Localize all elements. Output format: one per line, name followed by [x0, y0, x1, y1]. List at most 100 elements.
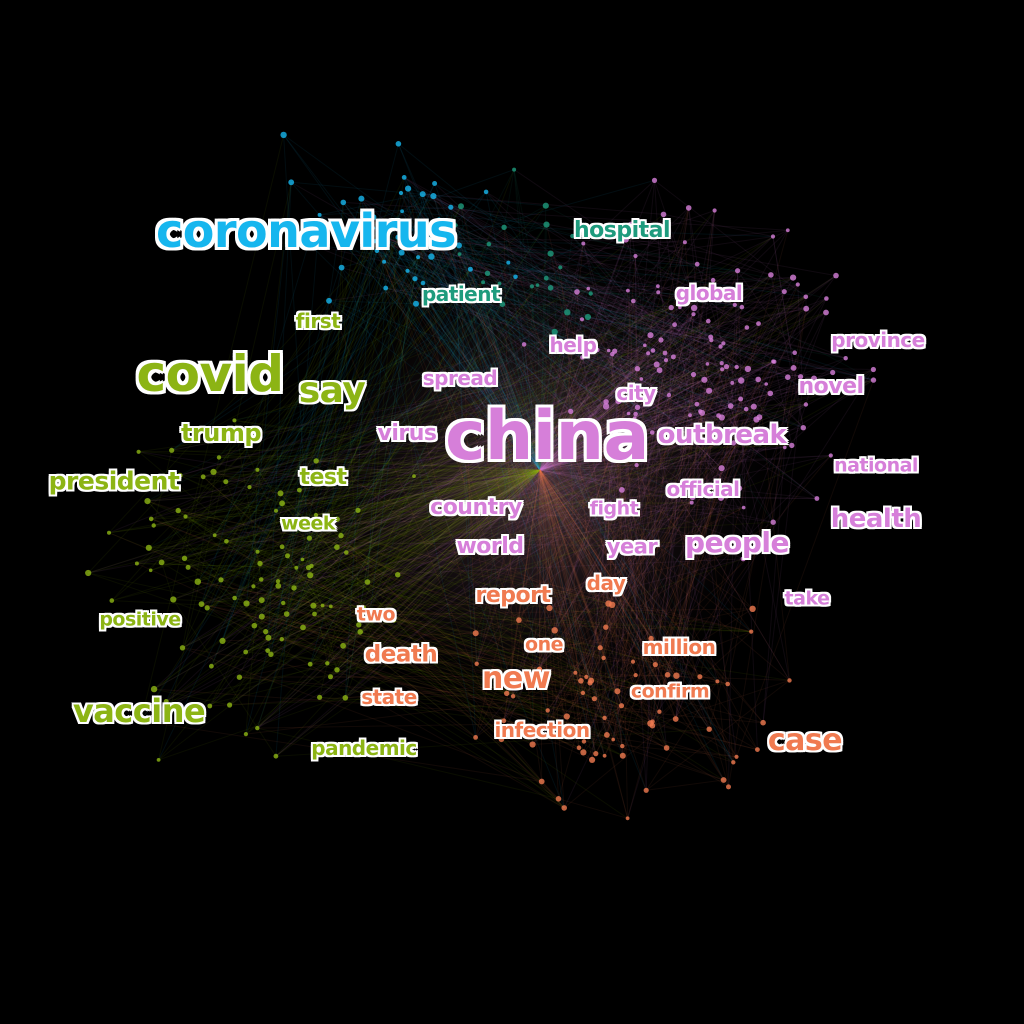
network-edge: [372, 227, 509, 264]
word-national[interactable]: national: [834, 454, 918, 477]
network-edge: [136, 563, 533, 745]
network-node: [739, 304, 745, 310]
network-edge: [210, 237, 399, 667]
network-node: [546, 723, 552, 729]
word-novel[interactable]: novel: [798, 374, 864, 399]
network-edge: [539, 400, 619, 471]
network-edge: [545, 205, 874, 381]
network-node: [741, 505, 746, 510]
word-health[interactable]: health: [830, 504, 922, 534]
network-edge: [696, 403, 818, 499]
word-hospital[interactable]: hospital: [573, 218, 671, 243]
network-edge: [539, 334, 651, 471]
word-infection[interactable]: infection: [494, 718, 590, 742]
word-country[interactable]: country: [430, 495, 522, 520]
network-edge: [666, 695, 677, 720]
network-edge: [539, 368, 749, 471]
word-spread[interactable]: spread: [422, 366, 498, 390]
network-edge: [539, 469, 550, 727]
word-first[interactable]: first: [295, 309, 341, 333]
network-edge: [458, 245, 608, 736]
word-week[interactable]: week: [281, 512, 335, 535]
word-year[interactable]: year: [606, 534, 658, 559]
network-edge: [257, 427, 804, 729]
network-edge: [604, 705, 622, 719]
word-official[interactable]: official: [666, 477, 740, 501]
word-say[interactable]: say: [298, 370, 366, 411]
word-fight[interactable]: fight: [589, 497, 639, 520]
network-edge: [487, 272, 743, 436]
word-report[interactable]: report: [475, 583, 552, 608]
network-edge: [679, 307, 793, 446]
network-edge: [296, 241, 376, 520]
word-death[interactable]: death: [364, 641, 438, 668]
network-edge: [429, 238, 541, 471]
network-edge: [286, 288, 589, 615]
word-people[interactable]: people: [685, 526, 789, 559]
word-confirm[interactable]: confirm: [630, 680, 710, 703]
word-case[interactable]: case: [767, 723, 843, 758]
network-edge: [539, 236, 573, 471]
word-new[interactable]: new: [482, 661, 550, 696]
word-coronavirus[interactable]: coronavirus: [155, 204, 457, 258]
network-edge: [502, 303, 807, 310]
network-edge: [539, 361, 775, 471]
network-edge: [600, 647, 728, 685]
network-edge: [336, 266, 561, 520]
word-help[interactable]: help: [549, 333, 597, 357]
word-city[interactable]: city: [616, 381, 656, 405]
network-edge: [298, 226, 395, 491]
network-edge: [539, 408, 747, 471]
network-edge: [108, 532, 548, 711]
network-node: [720, 367, 725, 372]
network-node: [428, 253, 435, 260]
word-million[interactable]: million: [642, 635, 716, 659]
word-virus[interactable]: virus: [377, 421, 438, 446]
word-global[interactable]: global: [675, 281, 743, 305]
network-edge: [401, 210, 500, 284]
network-edge: [539, 469, 677, 720]
word-take[interactable]: take: [784, 587, 830, 610]
network-edge: [201, 603, 272, 655]
network-edge: [340, 177, 405, 536]
network-node: [730, 380, 735, 385]
word-trump[interactable]: trump: [180, 419, 262, 447]
network-edge: [256, 270, 408, 729]
network-edge: [313, 605, 665, 692]
network-node: [824, 296, 829, 301]
word-day[interactable]: day: [586, 571, 626, 595]
word-vaccine[interactable]: vaccine: [72, 692, 206, 730]
network-edge: [313, 469, 541, 607]
word-two[interactable]: two: [356, 603, 396, 626]
network-edge: [587, 288, 729, 788]
word-china[interactable]: china: [445, 397, 649, 476]
network-edge: [459, 253, 737, 368]
network-edge: [331, 169, 515, 525]
network-node: [589, 756, 596, 764]
word-outbreak[interactable]: outbreak: [657, 420, 787, 450]
network-edge: [363, 469, 541, 609]
network-edge: [158, 651, 247, 761]
network-node: [258, 597, 265, 604]
word-one[interactable]: one: [525, 633, 563, 656]
word-positive[interactable]: positive: [99, 608, 181, 631]
word-patient[interactable]: patient: [421, 282, 501, 306]
network-edge: [539, 336, 712, 471]
network-node: [365, 236, 371, 242]
network-edge: [369, 194, 424, 615]
network-edge: [470, 295, 543, 782]
network-edge: [309, 469, 541, 665]
network-edge: [539, 417, 635, 471]
word-president[interactable]: president: [48, 466, 180, 496]
word-pandemic[interactable]: pandemic: [311, 736, 417, 760]
word-world[interactable]: world: [456, 534, 524, 559]
word-covid[interactable]: covid: [136, 345, 284, 403]
word-province[interactable]: province: [831, 328, 925, 352]
network-edge: [539, 388, 631, 471]
network-edge: [564, 647, 601, 728]
network-edge: [309, 469, 541, 576]
word-test[interactable]: test: [299, 465, 347, 490]
word-state[interactable]: state: [361, 685, 417, 709]
network-edge: [246, 603, 724, 781]
network-edge: [345, 674, 636, 699]
